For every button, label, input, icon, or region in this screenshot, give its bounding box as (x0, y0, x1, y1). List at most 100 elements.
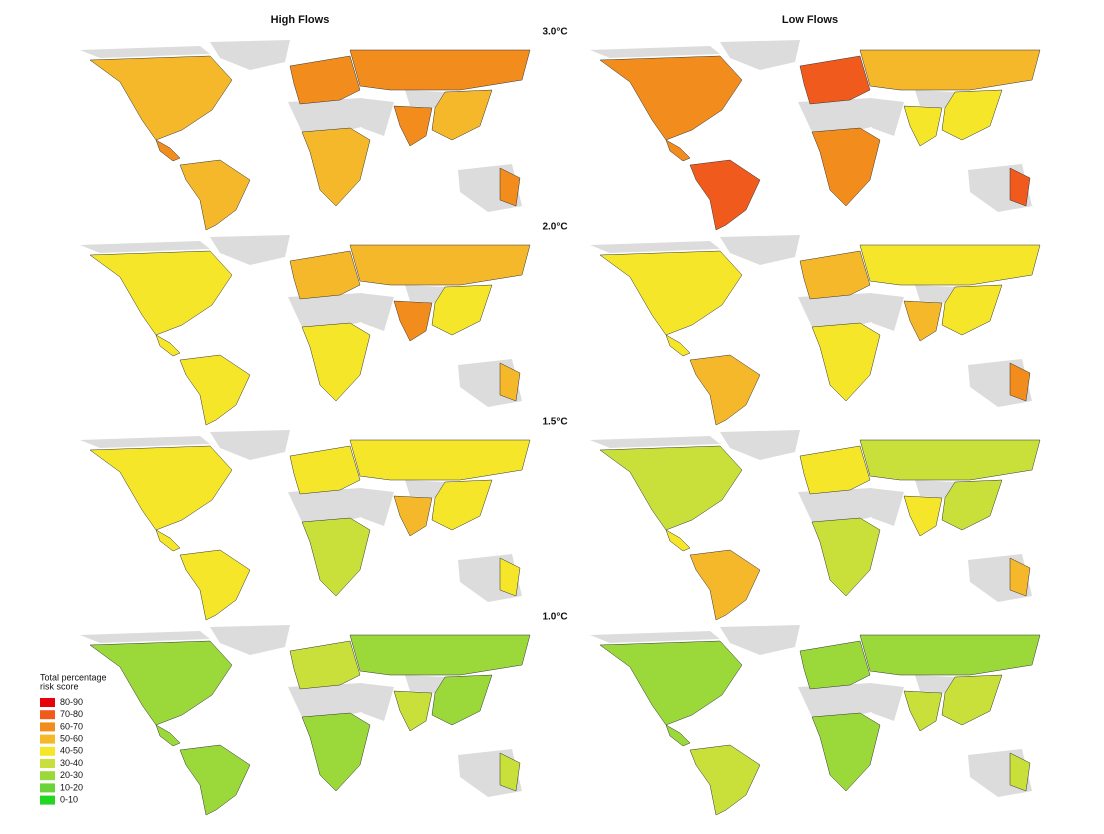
region (941, 479, 1003, 531)
region (599, 640, 743, 726)
legend-label: 30-40 (60, 758, 83, 768)
column-title: Low Flows (782, 14, 838, 26)
land (915, 90, 955, 108)
region (941, 674, 1003, 726)
legend-label: 80-90 (60, 697, 83, 707)
region (799, 55, 871, 105)
region (689, 744, 761, 816)
legend-label: 20-30 (60, 770, 83, 780)
region (903, 105, 943, 147)
land (405, 285, 445, 303)
region (155, 139, 181, 162)
region (1009, 167, 1031, 207)
land (590, 46, 720, 58)
map-panel (80, 625, 531, 816)
region (89, 445, 233, 531)
region (811, 517, 881, 597)
region (301, 322, 371, 402)
land (870, 683, 904, 721)
land (720, 40, 800, 70)
land (360, 98, 394, 136)
map-panel (590, 235, 1041, 426)
land (870, 98, 904, 136)
region (393, 690, 433, 732)
region (689, 549, 761, 621)
region (811, 127, 881, 207)
region (301, 517, 371, 597)
region (289, 445, 361, 495)
region (179, 354, 251, 426)
region (289, 250, 361, 300)
land (798, 683, 876, 717)
region (799, 640, 871, 690)
land (210, 40, 290, 70)
region (179, 744, 251, 816)
region (665, 529, 691, 552)
land (590, 436, 720, 448)
region (393, 105, 433, 147)
region (499, 167, 521, 207)
region (689, 159, 761, 231)
legend-label: 0-10 (60, 794, 78, 804)
region (859, 49, 1041, 91)
legend-title: risk score (40, 681, 79, 691)
legend-label: 60-70 (60, 721, 83, 731)
land (590, 631, 720, 643)
land (915, 675, 955, 693)
region (155, 334, 181, 357)
region (859, 634, 1041, 676)
legend-title: Total percentage (40, 672, 107, 682)
region (349, 634, 531, 676)
region (393, 300, 433, 342)
region (431, 674, 493, 726)
land (210, 430, 290, 460)
region (665, 334, 691, 357)
region (155, 724, 181, 747)
region (179, 549, 251, 621)
land (590, 241, 720, 253)
map-panel (590, 625, 1041, 816)
land (720, 430, 800, 460)
land (80, 631, 210, 643)
land (720, 625, 800, 655)
region (859, 244, 1041, 286)
land (360, 488, 394, 526)
land (288, 488, 366, 522)
region (301, 712, 371, 792)
region (903, 690, 943, 732)
region (665, 139, 691, 162)
map-panel (590, 40, 1041, 231)
region (301, 127, 371, 207)
land (405, 90, 445, 108)
region (599, 250, 743, 336)
land (360, 293, 394, 331)
region (431, 89, 493, 141)
region (431, 284, 493, 336)
land (798, 293, 876, 327)
region (89, 55, 233, 141)
column-title: High Flows (271, 14, 330, 26)
land (288, 683, 366, 717)
legend-swatch (40, 698, 55, 707)
region (811, 322, 881, 402)
region (665, 724, 691, 747)
region (499, 362, 521, 402)
land (405, 675, 445, 693)
region (431, 479, 493, 531)
land (915, 285, 955, 303)
legend-swatch (40, 783, 55, 793)
region (811, 712, 881, 792)
region (941, 284, 1003, 336)
region (499, 752, 521, 792)
legend-swatch (40, 795, 55, 805)
legend-swatch (40, 759, 55, 768)
region (393, 495, 433, 537)
region (599, 55, 743, 141)
legend-label: 10-20 (60, 782, 83, 792)
region (599, 445, 743, 531)
land (915, 480, 955, 498)
legend-swatch (40, 746, 55, 756)
land (720, 235, 800, 265)
land (288, 98, 366, 132)
